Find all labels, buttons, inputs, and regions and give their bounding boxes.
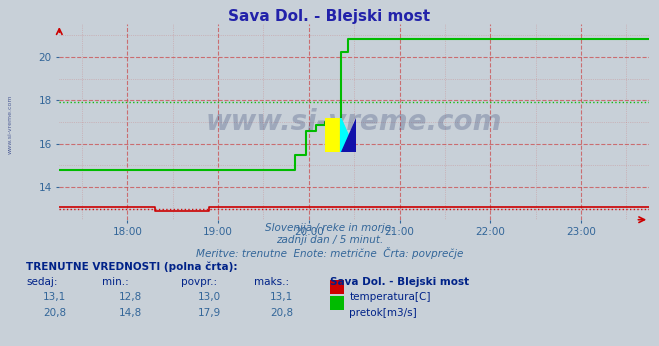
- Text: zadnji dan / 5 minut.: zadnji dan / 5 minut.: [276, 235, 383, 245]
- Text: www.si-vreme.com: www.si-vreme.com: [8, 95, 13, 154]
- Text: Sava Dol. - Blejski most: Sava Dol. - Blejski most: [229, 9, 430, 24]
- Text: pretok[m3/s]: pretok[m3/s]: [349, 308, 417, 318]
- Text: 12,8: 12,8: [119, 292, 142, 302]
- Bar: [325, 118, 341, 152]
- Text: sedaj:: sedaj:: [26, 277, 58, 287]
- Text: Meritve: trenutne  Enote: metrične  Črta: povprečje: Meritve: trenutne Enote: metrične Črta: …: [196, 247, 463, 260]
- Text: 20,8: 20,8: [270, 308, 293, 318]
- Text: maks.:: maks.:: [254, 277, 289, 287]
- Text: 13,0: 13,0: [198, 292, 221, 302]
- Text: 13,1: 13,1: [270, 292, 293, 302]
- Text: Slovenija / reke in morje.: Slovenija / reke in morje.: [265, 223, 394, 233]
- Text: 14,8: 14,8: [119, 308, 142, 318]
- Text: www.si-vreme.com: www.si-vreme.com: [206, 108, 502, 136]
- Text: povpr.:: povpr.:: [181, 277, 217, 287]
- Text: TRENUTNE VREDNOSTI (polna črta):: TRENUTNE VREDNOSTI (polna črta):: [26, 261, 238, 272]
- Text: temperatura[C]: temperatura[C]: [349, 292, 431, 302]
- Polygon shape: [341, 118, 356, 152]
- Text: 20,8: 20,8: [43, 308, 66, 318]
- Text: Sava Dol. - Blejski most: Sava Dol. - Blejski most: [330, 277, 469, 287]
- Text: min.:: min.:: [102, 277, 129, 287]
- Polygon shape: [341, 118, 356, 152]
- Text: 13,1: 13,1: [43, 292, 66, 302]
- Text: 17,9: 17,9: [198, 308, 221, 318]
